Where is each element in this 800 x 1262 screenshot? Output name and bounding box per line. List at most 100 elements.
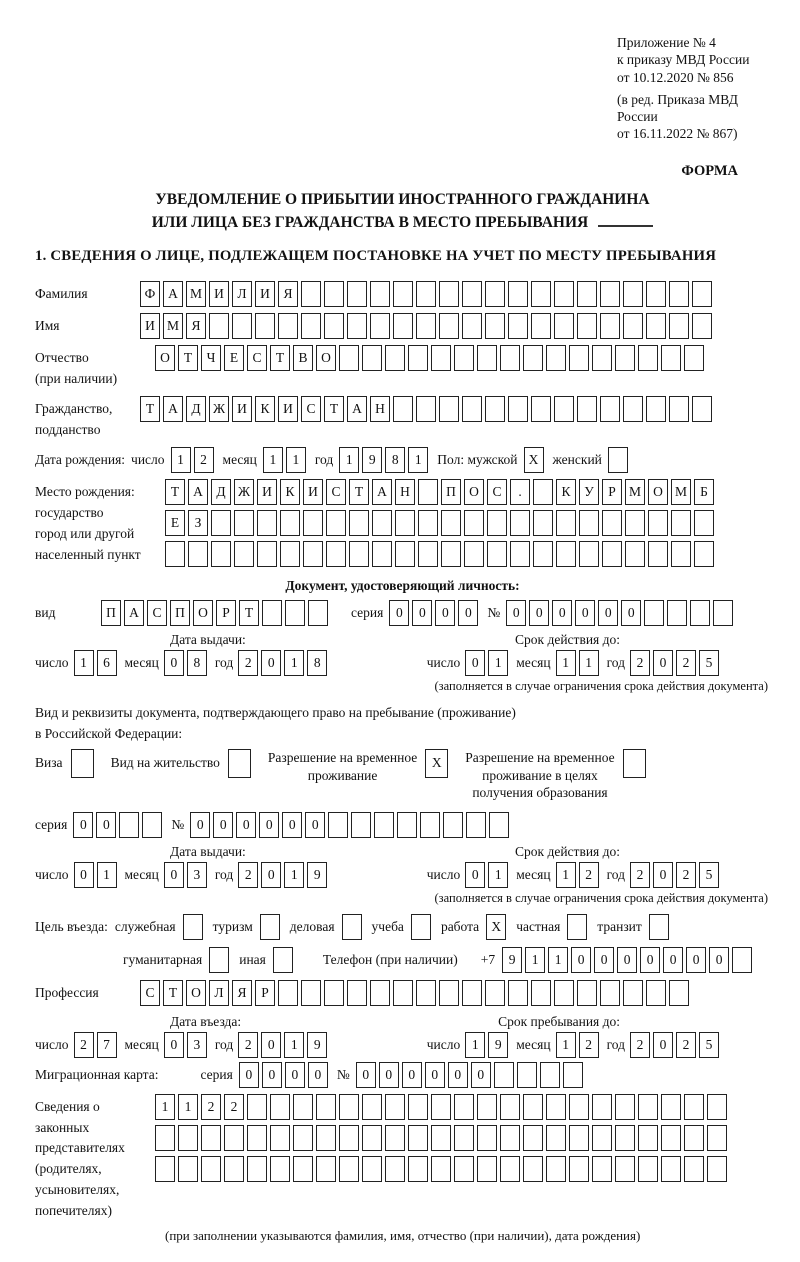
char-cell[interactable] <box>408 1093 428 1120</box>
char-cell[interactable]: 0 <box>621 599 642 626</box>
char-cell[interactable] <box>262 599 282 626</box>
char-cell[interactable] <box>418 540 438 567</box>
char-cell[interactable] <box>439 395 459 422</box>
char-cell[interactable]: 1 <box>525 946 546 973</box>
char-cell[interactable] <box>385 1155 405 1182</box>
char-cell[interactable]: 0 <box>190 811 211 838</box>
char-cell[interactable] <box>416 979 436 1006</box>
char-cell[interactable] <box>554 395 574 422</box>
char-cell[interactable] <box>393 313 413 340</box>
char-cell[interactable] <box>339 345 359 372</box>
char-cell[interactable]: 0 <box>458 599 479 626</box>
checkbox-private[interactable] <box>567 913 590 940</box>
char-cell[interactable] <box>155 1155 175 1182</box>
char-cell[interactable] <box>420 811 441 838</box>
char-cell[interactable]: 0 <box>653 1031 673 1058</box>
char-cell[interactable]: 0 <box>653 649 673 676</box>
char-cell[interactable] <box>454 1124 474 1151</box>
char-cell[interactable]: 0 <box>163 861 184 888</box>
char-cell[interactable] <box>493 1061 514 1088</box>
char-cell[interactable] <box>324 313 344 340</box>
char-cell[interactable] <box>485 395 505 422</box>
char-cell[interactable] <box>408 1155 428 1182</box>
char-cell[interactable]: 0 <box>73 861 94 888</box>
char-cell[interactable] <box>546 345 566 372</box>
char-cell[interactable] <box>607 446 628 473</box>
char-cell[interactable] <box>408 1124 428 1151</box>
char-cell[interactable]: 5 <box>699 861 719 888</box>
representatives-line2[interactable] <box>155 1124 730 1151</box>
char-cell[interactable] <box>638 1093 658 1120</box>
char-cell[interactable] <box>523 1155 543 1182</box>
char-cell[interactable] <box>623 313 643 340</box>
char-cell[interactable]: П <box>101 599 121 626</box>
char-cell[interactable]: 9 <box>502 946 523 973</box>
char-cell[interactable] <box>372 540 392 567</box>
char-cell[interactable]: А <box>163 395 183 422</box>
char-cell[interactable]: И <box>257 478 277 505</box>
char-cell[interactable] <box>324 281 344 308</box>
char-cell[interactable] <box>487 540 507 567</box>
char-cell[interactable] <box>577 313 597 340</box>
char-cell[interactable]: 2 <box>73 1031 94 1058</box>
char-cell[interactable]: О <box>316 345 336 372</box>
char-cell[interactable] <box>732 946 753 973</box>
char-cell[interactable]: К <box>255 395 275 422</box>
char-cell[interactable] <box>569 345 589 372</box>
char-cell[interactable] <box>615 1155 635 1182</box>
char-cell[interactable] <box>416 281 436 308</box>
char-cell[interactable]: . <box>510 478 530 505</box>
char-cell[interactable] <box>303 540 323 567</box>
char-cell[interactable]: 0 <box>261 649 282 676</box>
char-cell[interactable] <box>510 509 530 536</box>
char-cell[interactable] <box>439 979 459 1006</box>
char-cell[interactable] <box>431 1093 451 1120</box>
char-cell[interactable]: 0 <box>412 599 433 626</box>
checkbox-tourism[interactable] <box>259 913 283 940</box>
char-cell[interactable] <box>385 345 405 372</box>
char-cell[interactable] <box>510 540 530 567</box>
char-cell[interactable]: 2 <box>676 649 696 676</box>
char-cell[interactable] <box>339 1093 359 1120</box>
char-cell[interactable]: 2 <box>676 861 696 888</box>
char-cell[interactable]: 8 <box>307 649 328 676</box>
char-cell[interactable]: Н <box>370 395 390 422</box>
char-cell[interactable] <box>600 979 620 1006</box>
char-cell[interactable]: 0 <box>465 649 486 676</box>
char-cell[interactable] <box>234 540 254 567</box>
char-cell[interactable]: О <box>648 478 668 505</box>
checkbox-study[interactable] <box>410 913 434 940</box>
char-cell[interactable]: О <box>186 979 206 1006</box>
char-cell[interactable] <box>646 979 666 1006</box>
char-cell[interactable]: 1 <box>488 649 509 676</box>
char-cell[interactable] <box>569 1093 589 1120</box>
char-cell[interactable]: 9 <box>307 861 328 888</box>
char-cell[interactable] <box>523 345 543 372</box>
char-cell[interactable] <box>577 979 597 1006</box>
char-cell[interactable] <box>303 509 323 536</box>
char-cell[interactable] <box>247 1093 267 1120</box>
char-cell[interactable] <box>508 281 528 308</box>
char-cell[interactable] <box>692 395 712 422</box>
char-cell[interactable]: 6 <box>96 649 117 676</box>
char-cell[interactable] <box>500 345 520 372</box>
char-cell[interactable] <box>684 1093 704 1120</box>
char-cell[interactable] <box>119 811 140 838</box>
char-cell[interactable] <box>370 979 390 1006</box>
char-cell[interactable]: Ж <box>209 395 229 422</box>
char-cell[interactable] <box>439 313 459 340</box>
char-cell[interactable]: 2 <box>676 1031 696 1058</box>
char-cell[interactable] <box>556 509 576 536</box>
char-cell[interactable] <box>280 509 300 536</box>
char-cell[interactable] <box>669 281 689 308</box>
char-cell[interactable] <box>201 1155 221 1182</box>
char-cell[interactable] <box>487 509 507 536</box>
